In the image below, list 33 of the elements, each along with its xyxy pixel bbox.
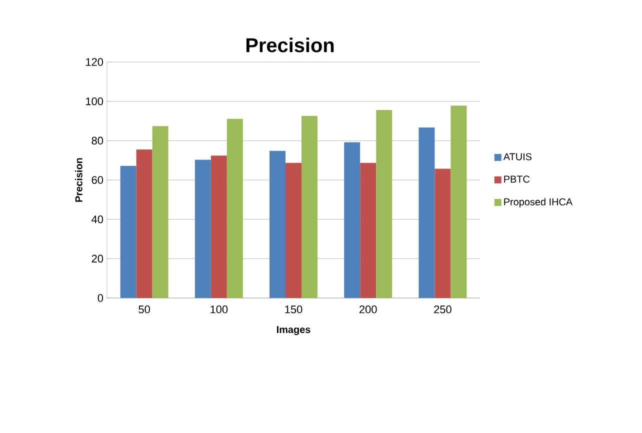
bar xyxy=(194,160,211,298)
chart-title: Precision xyxy=(246,38,334,52)
y-tick-label: 60 xyxy=(92,176,104,184)
bar xyxy=(360,162,376,298)
bar xyxy=(344,142,360,298)
bar xyxy=(120,166,136,298)
bar xyxy=(270,150,286,298)
legend-label: PBTC xyxy=(504,176,530,183)
bar xyxy=(152,126,168,298)
x-tick-label: 150 xyxy=(285,306,302,314)
x-tick-label: 250 xyxy=(434,306,452,314)
x-tick-label: 100 xyxy=(210,306,228,314)
y-tick-label: 0 xyxy=(98,294,104,302)
legend-label: ATUIS xyxy=(503,153,532,160)
y-tick-label: 40 xyxy=(92,215,104,224)
y-tick-label: 120 xyxy=(86,58,104,66)
x-tick-label: 200 xyxy=(360,306,377,314)
bar xyxy=(286,162,302,298)
y-tick-label: 80 xyxy=(92,136,104,145)
x-tick-label: 50 xyxy=(138,306,150,314)
bar xyxy=(450,106,467,298)
bar xyxy=(136,150,152,298)
bar xyxy=(210,156,227,298)
bar xyxy=(418,127,435,298)
y-axis-title: Precision xyxy=(75,158,82,202)
bar xyxy=(226,118,243,298)
legend-label: Proposed IHCA xyxy=(504,198,573,208)
bar xyxy=(376,110,392,298)
bar xyxy=(434,168,451,298)
x-axis-title: Images xyxy=(277,326,310,336)
y-tick-label: 100 xyxy=(86,97,104,106)
y-tick-label: 20 xyxy=(92,254,104,263)
bar xyxy=(302,116,318,298)
